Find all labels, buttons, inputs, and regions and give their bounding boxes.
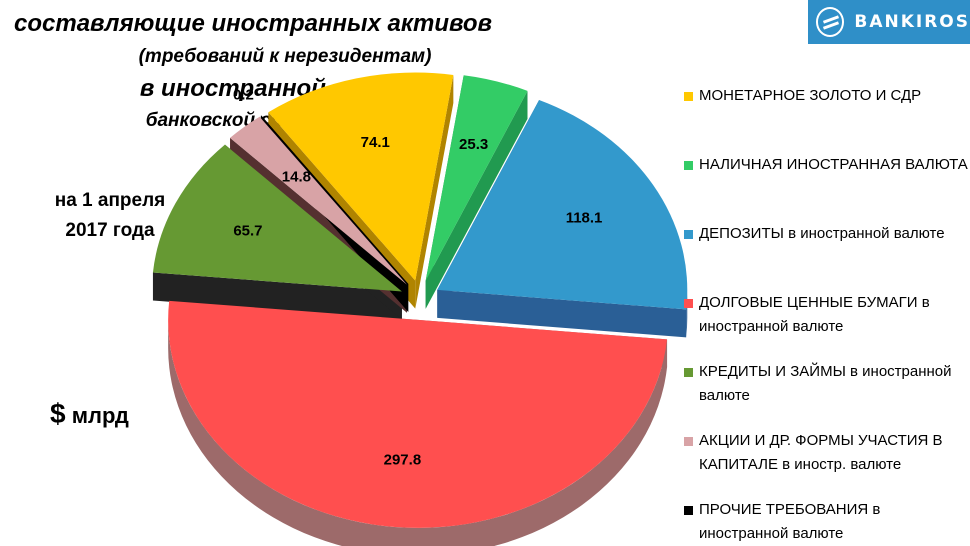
legend-swatch-4	[684, 368, 693, 377]
data-label-0: 74.1	[361, 134, 390, 151]
legend-swatch-5	[684, 437, 693, 446]
pie-slice-2	[437, 99, 688, 310]
legend-item-1: НАЛИЧНАЯ ИНОСТРАННАЯ ВАЛЮТА	[684, 153, 970, 177]
title-line-1: составляющие иностранных активов	[14, 10, 493, 37]
legend-item-4: КРЕДИТЫ И ЗАЙМЫ в иностранной валюте	[684, 360, 970, 408]
pie-slice-edge-2-1	[437, 289, 687, 338]
legend-label-2: ДЕПОЗИТЫ в иностранной валюте	[699, 225, 945, 242]
data-label-2: 118.1	[566, 210, 603, 227]
legend-swatch-0	[684, 92, 693, 101]
pie-slice-edge-0-1	[415, 74, 454, 309]
bankiros-logo[interactable]: BANKIROS	[808, 0, 970, 44]
data-label-1: 25.3	[459, 136, 488, 153]
unit-label: $ млрд	[50, 398, 129, 430]
data-label-5: 14.8	[282, 168, 311, 185]
date-label: на 1 апреля 2017 года	[20, 186, 200, 246]
date-label-line-2: 2017 года	[65, 220, 155, 241]
bankiros-logo-icon	[816, 7, 845, 37]
bankiros-logo-text: BANKIROS	[854, 12, 970, 32]
unit-symbol: $	[50, 398, 66, 429]
pie-slice-6	[260, 115, 409, 284]
data-label-4: 65.7	[233, 222, 262, 239]
legend-swatch-2	[684, 230, 693, 239]
legend-label-3: ДОЛГОВЫЕ ЦЕННЫЕ БУМАГИ в иностранной вал…	[699, 294, 930, 335]
legend-label-0: МОНЕТАРНОЕ ЗОЛОТО И СДР	[699, 87, 922, 104]
date-label-line-1: на 1 апреля	[54, 190, 166, 211]
legend-swatch-1	[684, 161, 693, 170]
pie-slice-1	[425, 75, 528, 281]
pie-slice-edge-4-0	[152, 272, 402, 320]
legend-item-6: ПРОЧИЕ ТРЕБОВАНИЯ в иностранной валюте	[684, 498, 970, 546]
legend-label-1: НАЛИЧНАЯ ИНОСТРАННАЯ ВАЛЮТА	[699, 156, 968, 173]
legend-label-4: КРЕДИТЫ И ЗАЙМЫ в иностранной валюте	[699, 363, 952, 404]
legend-item-2: ДЕПОЗИТЫ в иностранной валюте	[684, 222, 970, 246]
pie-slice-edge-1-1	[425, 90, 528, 309]
legend-swatch-6	[684, 506, 693, 515]
data-label-3: 297.8	[384, 452, 422, 469]
data-label-6: 0.2	[233, 86, 254, 103]
title-line-2: (требований к нерезидентам)	[138, 46, 432, 67]
legend-label-6: ПРОЧИЕ ТРЕБОВАНИЯ в иностранной валюте	[699, 501, 881, 542]
pie-slice-0	[268, 72, 454, 281]
legend-item-5: АКЦИИ И ДР. ФОРМЫ УЧАСТИЯ В КАПИТАЛЕ в и…	[684, 429, 970, 477]
pie-slice-3	[168, 300, 668, 528]
legend-swatch-3	[684, 299, 693, 308]
legend-label-5: АКЦИИ И ДР. ФОРМЫ УЧАСТИЯ В КАПИТАЛЕ в и…	[699, 432, 943, 473]
unit-text: млрд	[71, 403, 129, 428]
legend-item-0: МОНЕТАРНОЕ ЗОЛОТО И СДР	[684, 84, 970, 108]
legend-item-3: ДОЛГОВЫЕ ЦЕННЫЕ БУМАГИ в иностранной вал…	[684, 291, 970, 339]
pie-slice-4	[152, 144, 402, 292]
pie-slice-5	[230, 116, 407, 285]
